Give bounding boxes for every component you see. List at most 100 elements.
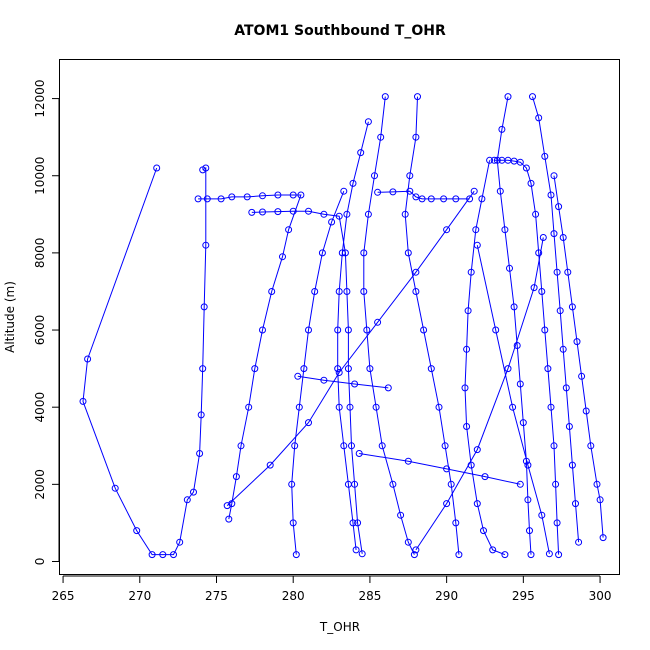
data-point [486,156,494,164]
data-point [228,193,236,201]
data-point [384,384,392,392]
data-point [355,450,363,457]
series-line [494,159,560,555]
data-point [79,397,87,405]
data-point [349,179,357,187]
series-line [297,375,389,389]
series-trace [360,93,418,559]
y-tick-label: 0 [33,558,47,566]
data-point [266,461,274,469]
data-point [357,149,365,157]
data-point [420,326,428,334]
data-point [478,195,486,203]
data-point [378,442,386,450]
data-point [530,284,538,292]
data-point [406,172,414,180]
data-point [404,457,412,465]
data-point [183,496,191,504]
x-tick-label: 295 [512,589,535,603]
x-axis-label: T_OHR [319,620,360,634]
data-point [596,496,604,504]
series-line [82,167,207,556]
data-point [489,546,497,554]
data-point [562,384,570,392]
data-point [524,496,532,504]
y-tick-label: 12000 [33,79,47,117]
data-point [435,403,443,411]
data-point [545,550,553,558]
data-point [582,407,590,415]
series-trace [334,118,372,554]
data-point [473,446,481,454]
data-point [199,166,207,174]
data-point [320,210,328,218]
data-point [335,288,343,295]
series-line [415,237,544,551]
data-point [412,133,420,141]
data-point [556,307,564,315]
series-trace [79,164,210,559]
data-point [289,207,297,215]
data-point [412,193,420,201]
data-point [550,172,558,180]
data-point [414,93,421,101]
series-line [198,194,302,520]
data-point [490,156,498,164]
data-point [344,326,352,334]
series-line [496,96,532,555]
data-point [470,187,478,195]
data-point [372,403,380,411]
data-point [259,192,266,200]
data-point [295,403,303,411]
data-point [527,551,535,559]
data-point [504,365,512,373]
y-tick-label: 2000 [33,469,47,500]
data-point [84,355,92,363]
data-point [527,179,535,187]
data-point [176,538,184,546]
series-line [337,121,369,550]
y-tick-label: 4000 [33,392,47,423]
data-point [412,288,420,295]
data-point [351,380,359,388]
data-point [440,195,448,203]
data-point [555,203,563,211]
data-point [559,234,567,241]
data-point [509,403,517,411]
data-point [572,500,579,508]
series-line [476,245,550,554]
x-tick-label: 275 [205,589,228,603]
data-point [344,480,352,488]
data-point [243,193,251,201]
series-trace [473,241,553,558]
data-point [535,114,543,122]
data-point [343,210,351,218]
data-point [455,551,463,559]
data-point [297,191,305,199]
series-line [291,191,345,555]
data-point [360,249,368,257]
data-point [248,208,256,216]
data-point [374,318,382,326]
x-tick-label: 280 [282,589,305,603]
data-point [259,326,266,334]
data-point [203,195,211,203]
data-point [516,158,524,166]
data-point [575,538,583,546]
data-point [452,519,460,527]
data-point [492,326,500,334]
chart-title: ATOM1 Southbound T_OHR [234,23,446,39]
series-trace [223,187,478,510]
data-point [447,480,455,488]
y-axis-label: Altitude (m) [3,281,17,353]
data-point [389,188,397,196]
series-trace [248,207,366,558]
series-trace [493,93,535,559]
data-point [133,527,141,535]
data-point [318,249,326,257]
data-point [305,207,312,215]
data-point [311,288,319,295]
data-point [516,380,524,388]
data-point [232,473,240,481]
data-point [202,241,210,249]
